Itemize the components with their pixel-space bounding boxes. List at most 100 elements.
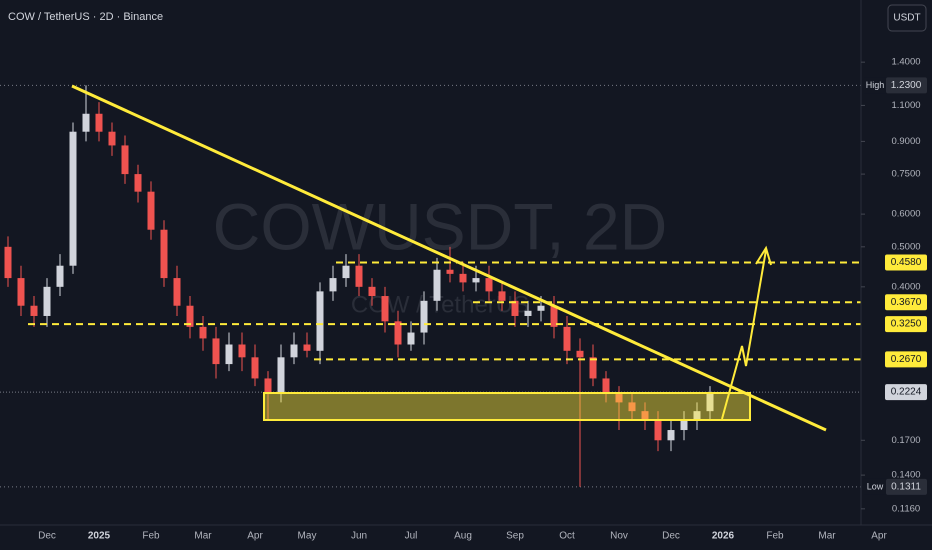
- candle-body: [589, 357, 597, 379]
- extreme-name-box: [864, 77, 886, 94]
- y-tick-label: 1.4000: [891, 57, 920, 68]
- x-tick-label: Oct: [559, 531, 575, 542]
- projection-arrow: [721, 245, 772, 420]
- candle-body: [459, 273, 467, 283]
- level-label: 0.3670: [891, 297, 922, 308]
- candle-body: [342, 265, 350, 279]
- candle-body: [550, 305, 558, 327]
- candle-body: [212, 338, 220, 365]
- watermark: COWUSDT, 2D COW / TetherUS: [213, 189, 668, 318]
- plot-area: [0, 84, 861, 488]
- candle-body: [82, 113, 90, 132]
- candle-body: [30, 305, 38, 316]
- candle-body: [160, 229, 168, 279]
- watermark-title: COWUSDT, 2D: [213, 189, 668, 263]
- candle-body: [394, 321, 402, 345]
- candle-body: [602, 378, 610, 395]
- candle-body: [147, 191, 155, 230]
- y-tick-label: 0.6000: [891, 209, 920, 220]
- candle-body: [654, 420, 662, 441]
- candle-body: [433, 269, 441, 301]
- y-tick-label: 0.5000: [891, 241, 920, 252]
- candle-body: [186, 305, 194, 327]
- candle-body: [264, 378, 272, 395]
- candle-body: [498, 291, 506, 301]
- currency-label[interactable]: USDT: [893, 13, 920, 24]
- candle-body: [680, 420, 688, 431]
- candle-body: [563, 326, 571, 351]
- candle-body: [407, 332, 415, 345]
- level-label: 0.4580: [891, 257, 922, 268]
- last-price-label: 0.2224: [891, 387, 922, 398]
- level-label: 0.3250: [891, 319, 922, 330]
- candle-body: [251, 357, 259, 379]
- x-tick-label: 2025: [88, 531, 111, 542]
- x-tick-label: Jun: [351, 531, 367, 542]
- candle-body: [381, 296, 389, 322]
- candle-body: [667, 430, 675, 441]
- x-tick-label: Mar: [818, 531, 836, 542]
- y-tick-label: 0.7500: [891, 169, 920, 180]
- extreme-value: 0.1311: [891, 482, 921, 493]
- candle-body: [329, 278, 337, 292]
- support-zone: [263, 392, 751, 421]
- level-label: 0.2670: [891, 354, 922, 365]
- y-tick-label: 0.1700: [891, 435, 920, 446]
- x-tick-label: Apr: [247, 531, 263, 542]
- x-tick-label: Apr: [871, 531, 887, 542]
- candle-body: [238, 344, 246, 358]
- candle-body: [277, 357, 285, 395]
- candle-body: [576, 350, 584, 358]
- candle-body: [706, 392, 714, 412]
- y-tick-label: 1.1000: [891, 100, 920, 111]
- x-tick-label: Dec: [662, 531, 680, 542]
- y-tick-label: 0.9000: [891, 136, 920, 147]
- x-tick-label: 2026: [712, 531, 735, 542]
- candle-body: [485, 278, 493, 292]
- candle-body: [693, 411, 701, 421]
- level-label-box: [885, 254, 927, 271]
- extreme-name-box: [864, 478, 886, 495]
- extreme-value-box: [886, 77, 927, 94]
- extreme-name: Low: [867, 481, 884, 491]
- candle-body: [524, 310, 532, 316]
- candle-body: [420, 300, 428, 333]
- currency-button[interactable]: [887, 4, 927, 32]
- candle-body: [108, 131, 116, 146]
- x-tick-label: Sep: [506, 531, 524, 542]
- candle-body: [134, 174, 142, 192]
- candle-body: [199, 326, 207, 339]
- x-tick-label: Jul: [405, 531, 418, 542]
- candle-body: [4, 246, 12, 279]
- candle-body: [17, 278, 25, 306]
- candle-body: [628, 402, 636, 412]
- price-axis: 1.4000 1.1000 0.9000 0.7500 0.6000 0.5000 0.40…: [861, 57, 927, 514]
- level-label-box: [885, 316, 927, 333]
- candle-body: [303, 344, 311, 351]
- candle-body: [95, 113, 103, 132]
- extreme-value-box: [886, 478, 927, 495]
- extreme-value: 1.2300: [891, 80, 922, 91]
- candle-body: [225, 344, 233, 365]
- candle-body: [446, 269, 454, 274]
- candle-body: [511, 300, 519, 316]
- candle-body: [355, 265, 363, 287]
- x-tick-label: May: [298, 531, 317, 542]
- x-tick-label: Dec: [38, 531, 56, 542]
- last-price-box: [885, 384, 927, 401]
- candle-body: [290, 344, 298, 358]
- level-label-box: [885, 351, 927, 368]
- candle-body: [537, 305, 545, 311]
- x-tick-label: Nov: [610, 531, 628, 542]
- candle-body: [368, 286, 376, 297]
- x-tick-label: Aug: [454, 531, 472, 542]
- level-label-box: [885, 294, 927, 311]
- y-tick-label: 0.1400: [891, 470, 920, 481]
- x-tick-label: Feb: [766, 531, 784, 542]
- drawings: [71, 84, 827, 432]
- symbol-title: COW / TetherUS · 2D · Binance: [8, 11, 163, 23]
- candle-body: [69, 131, 77, 266]
- x-tick-label: Feb: [142, 531, 160, 542]
- y-tick-label: 0.4000: [891, 281, 920, 292]
